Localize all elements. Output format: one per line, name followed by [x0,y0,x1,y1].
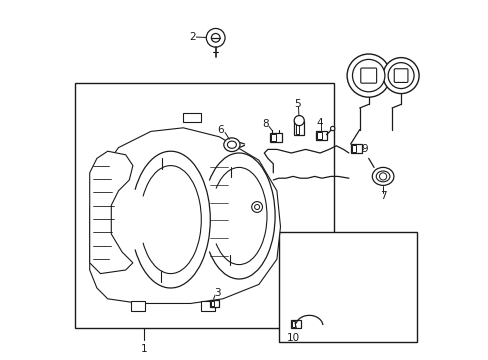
Bar [75,83,334,328]
Ellipse shape [375,171,389,182]
Bar [295,122,299,134]
Circle shape [254,204,259,210]
Polygon shape [89,151,133,274]
Ellipse shape [371,167,393,185]
Bar [269,133,282,142]
FancyBboxPatch shape [360,68,376,83]
Text: 4: 4 [316,118,323,128]
Bar [294,121,304,135]
Bar [209,300,219,307]
Bar [317,132,321,139]
FancyBboxPatch shape [393,69,407,82]
Ellipse shape [224,138,240,152]
Bar [315,131,326,140]
Bar [278,232,416,342]
Circle shape [211,33,220,42]
Bar [351,145,355,152]
Text: 3: 3 [214,288,221,298]
Ellipse shape [227,141,236,148]
Text: 7: 7 [379,191,386,201]
Circle shape [387,63,413,89]
Text: 8: 8 [262,119,268,129]
Text: 10: 10 [286,333,300,343]
Text: 9: 9 [361,144,368,154]
Bar [210,301,214,306]
Bar [201,301,215,311]
Circle shape [352,59,384,92]
Circle shape [206,28,224,47]
Text: 1: 1 [140,344,147,354]
Bar [290,320,300,328]
Bar [291,321,295,327]
Circle shape [379,173,386,180]
Bar [131,301,144,311]
Circle shape [346,54,389,97]
Circle shape [330,126,334,131]
Text: 6: 6 [217,125,224,135]
Polygon shape [82,119,291,310]
Circle shape [382,58,418,94]
Polygon shape [89,128,280,303]
Text: 2: 2 [189,32,196,42]
Circle shape [251,202,262,212]
Bar [350,144,362,153]
Circle shape [294,116,304,126]
Bar [183,113,201,122]
Bar [270,134,276,141]
Text: 5: 5 [294,99,301,109]
